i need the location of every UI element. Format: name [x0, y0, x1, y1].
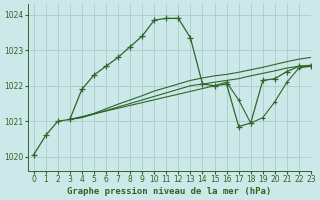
X-axis label: Graphe pression niveau de la mer (hPa): Graphe pression niveau de la mer (hPa) [67, 187, 271, 196]
